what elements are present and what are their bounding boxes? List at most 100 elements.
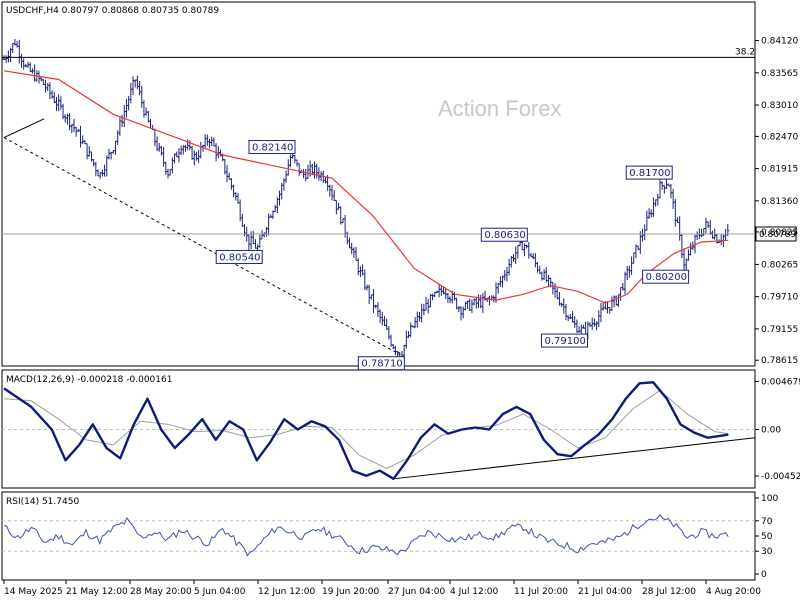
ohlc-bar (70, 124, 74, 134)
ohlc-bar (601, 302, 605, 311)
price-label-box (248, 140, 296, 155)
ohlc-bar (568, 314, 572, 320)
macd-tick-label: 0.004679 (761, 377, 800, 387)
ohlc-bar (188, 140, 192, 151)
ohlc-bar (313, 161, 317, 179)
ohlc-bar (619, 287, 623, 301)
ohlc-bar (492, 295, 496, 303)
ohlc-bar (531, 253, 535, 260)
ohlc-bar (599, 303, 603, 323)
ohlc-bar (203, 134, 207, 148)
ohlc-bar (625, 265, 629, 281)
ohlc-bar (638, 231, 642, 254)
macd-tick-label: -0.004528 (761, 472, 800, 482)
ohlc-bar (306, 164, 310, 179)
ohlc-bar (562, 298, 566, 314)
ohlc-bar (501, 275, 505, 288)
ohlc-bar (413, 317, 417, 329)
ohlc-bar (85, 143, 89, 160)
ohlc-bar (675, 217, 679, 224)
ohlc-bar (59, 96, 63, 110)
ohlc-bar (94, 161, 98, 177)
ohlc-bar (96, 169, 100, 177)
ohlc-bar (724, 228, 728, 242)
ohlc-bar (199, 141, 203, 159)
fib-38-label: 38.2 (735, 47, 755, 57)
ohlc-bar (422, 303, 426, 316)
ohlc-bar (173, 153, 177, 164)
time-tick-label: 5 Jun 04:00 (194, 587, 246, 597)
ohlc-bar (79, 125, 83, 148)
ohlc-bar (50, 90, 54, 99)
time-tick-label: 11 Jul 20:00 (514, 587, 568, 597)
ohlc-bar (212, 137, 216, 147)
ohlc-bar (404, 330, 408, 349)
macd-main-line (3, 381, 729, 480)
ohlc-bar (632, 252, 636, 264)
ohlc-bar (124, 98, 128, 118)
ohlc-bar (273, 204, 277, 213)
rsi-line (3, 513, 729, 557)
ohlc-bar (636, 245, 640, 251)
ohlc-bar (240, 213, 244, 227)
ohlc-bar (533, 252, 537, 268)
trendline-stub (3, 118, 45, 139)
ohlc-bar (258, 234, 262, 248)
ohlc-bar (457, 305, 461, 313)
ohlc-bar (37, 70, 41, 84)
ohlc-bar (468, 298, 472, 311)
price-label-0.80200: 0.80200 (642, 269, 690, 284)
ohlc-bar (409, 322, 413, 338)
price-label-box (215, 249, 263, 264)
ohlc-bar (352, 247, 356, 259)
price-label-0.80540: 0.80540 (215, 249, 263, 264)
ohlc-bar (159, 145, 163, 156)
ohlc-bar (337, 202, 341, 210)
ohlc-bar (177, 147, 181, 163)
price-tick-label: 0.81915 (761, 165, 798, 175)
time-tick-label: 27 Jun 04:00 (388, 587, 445, 597)
ohlc-bar (332, 190, 336, 202)
ohlc-bar (341, 218, 345, 224)
ohlc-bar (393, 345, 397, 355)
moving-average-line (3, 70, 729, 304)
price-label-0.82140: 0.82140 (248, 140, 296, 155)
ohlc-bar (571, 311, 575, 323)
ohlc-bar (317, 167, 321, 181)
rsi-tick-label: 30 (761, 547, 773, 557)
ohlc-bar (695, 231, 699, 240)
ohlc-bar (700, 228, 704, 238)
ohlc-bar (610, 296, 614, 312)
ohlc-bars (2, 38, 730, 360)
ohlc-bar (553, 283, 557, 298)
ohlc-bar (170, 157, 174, 174)
ohlc-bar (662, 185, 666, 194)
ohlc-bar (682, 248, 686, 270)
price-label-text: 0.80630 (484, 230, 525, 241)
ohlc-bar (477, 294, 481, 308)
current-price-box (755, 226, 797, 242)
ohlc-bar (669, 184, 673, 199)
ohlc-bar (437, 283, 441, 298)
ohlc-bar (4, 55, 8, 63)
price-label-0.81700: 0.81700 (625, 165, 673, 180)
ohlc-bar (232, 184, 236, 198)
price-label-text: 0.80200 (646, 272, 687, 283)
ohlc-bar (92, 159, 96, 167)
ohlc-bar (356, 258, 360, 276)
ohlc-bar (573, 316, 577, 328)
ohlc-bar (678, 216, 682, 241)
price-tick-label: 0.80825 (761, 228, 798, 238)
ohlc-bar (715, 234, 719, 244)
ohlc-bar (654, 199, 658, 207)
ohlc-bar (100, 169, 104, 177)
ohlc-bar (673, 198, 677, 227)
ohlc-bar (17, 39, 21, 64)
time-tick-label: 14 May 2025 (4, 587, 63, 597)
ohlc-bar (190, 145, 194, 160)
ohlc-bar (387, 325, 391, 340)
ohlc-bar (588, 322, 592, 328)
ohlc-bar (334, 199, 338, 215)
price-label-box (480, 227, 528, 242)
ohlc-bar (516, 244, 520, 259)
